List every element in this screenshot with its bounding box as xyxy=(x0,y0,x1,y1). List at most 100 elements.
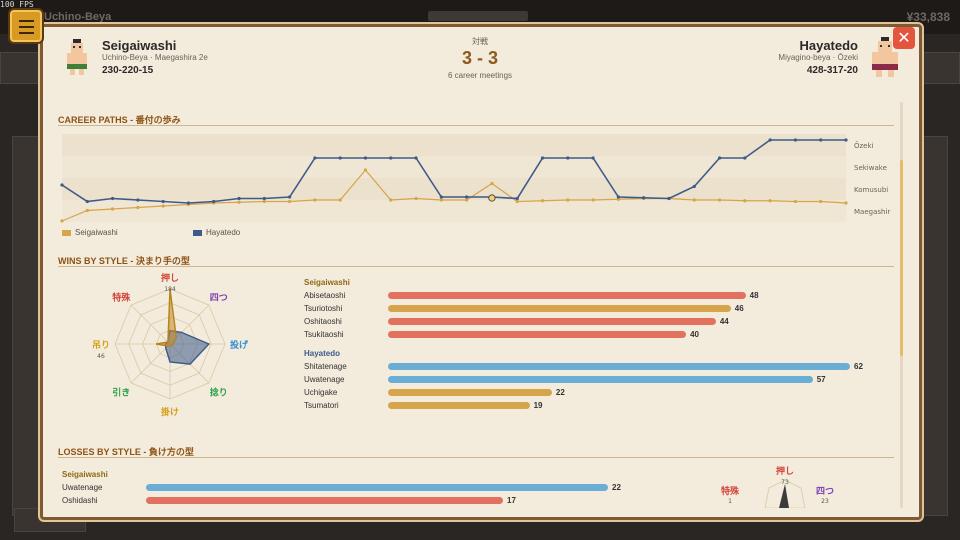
head-to-head: 対戦 3 - 3 6 career meetings xyxy=(430,36,530,80)
legend-west-label: Hayatedo xyxy=(206,228,241,237)
career-point xyxy=(844,138,848,142)
career-point xyxy=(186,201,191,205)
losses-radar-value-push: 73 xyxy=(781,479,789,486)
bar-label: Uwatenage xyxy=(304,375,345,384)
background-title-placeholder xyxy=(428,11,528,21)
career-point xyxy=(566,156,570,160)
bar[interactable] xyxy=(146,484,608,491)
bar-value: 22 xyxy=(555,388,565,397)
bar-label: Abisetaoshi xyxy=(304,291,346,300)
career-point xyxy=(768,138,772,142)
career-point xyxy=(414,196,418,201)
west-wrestler-name[interactable]: Hayatedo xyxy=(799,38,858,53)
career-point xyxy=(85,199,89,204)
radar-value-push: 184 xyxy=(164,286,176,293)
radar-axis-label: 特殊 xyxy=(112,292,131,304)
career-point xyxy=(743,156,747,160)
career-point xyxy=(288,195,292,199)
career-point xyxy=(667,196,671,201)
bar[interactable] xyxy=(388,402,530,409)
bar[interactable] xyxy=(388,363,850,370)
career-point xyxy=(591,156,595,160)
bar-label: Tsuriotoshi xyxy=(304,304,343,313)
rank-axis-label: Ōzeki xyxy=(854,141,874,150)
radar-axis-label: 引き xyxy=(112,386,130,398)
career-meetings: 6 career meetings xyxy=(447,71,513,80)
legend-swatch-east xyxy=(62,229,71,236)
career-point xyxy=(338,156,342,160)
legend-east-label: Seigaiwashi xyxy=(75,228,118,237)
bar-value: 57 xyxy=(816,375,826,384)
west-wrestler-avatar xyxy=(872,37,898,77)
bar-group-label: Seigaiwashi xyxy=(62,470,108,479)
bar[interactable] xyxy=(388,305,731,312)
career-point xyxy=(540,156,545,160)
section-divider xyxy=(58,457,894,458)
east-wrestler-name[interactable]: Seigaiwashi xyxy=(102,38,177,53)
bar-group-label: Seigaiwashi xyxy=(304,278,350,287)
east-wrestler-avatar xyxy=(67,39,87,75)
career-point xyxy=(389,198,393,202)
legend-swatch-west xyxy=(193,229,202,236)
career-point xyxy=(136,198,140,202)
losses-by-style-title: LOSSES BY STYLE - 負け方の型 xyxy=(58,447,194,457)
background-money: ¥33,838 xyxy=(906,10,950,24)
career-point xyxy=(515,199,519,204)
radar-axis-label: 吊り xyxy=(92,340,110,351)
losses-radar-axis-four: 四つ xyxy=(816,486,834,497)
rank-axis-label: Komusubi xyxy=(854,186,888,194)
career-point xyxy=(743,199,747,203)
bar[interactable] xyxy=(388,389,552,396)
bar[interactable] xyxy=(146,497,503,504)
career-line-east xyxy=(61,169,847,222)
bar[interactable] xyxy=(388,376,813,383)
bar-value: 22 xyxy=(612,483,621,492)
career-line-west xyxy=(61,139,846,204)
close-button[interactable]: ✕ xyxy=(893,27,915,49)
radar-value-lift: 46 xyxy=(97,353,105,360)
scrollbar-thumb[interactable] xyxy=(900,160,903,356)
section-divider xyxy=(58,266,894,267)
bar[interactable] xyxy=(388,331,687,338)
radar-axis-label: 四つ xyxy=(210,293,228,304)
career-point xyxy=(161,204,165,208)
career-point xyxy=(768,199,772,203)
career-point xyxy=(212,199,216,204)
career-point xyxy=(110,196,115,201)
rank-axis-label: Sekiwake xyxy=(854,164,887,172)
rivalry-modal xyxy=(40,24,922,520)
rank-band xyxy=(62,178,846,200)
career-point xyxy=(237,200,241,204)
bar-label: Shitatenage xyxy=(304,362,347,371)
head-to-head-score: 3 - 3 xyxy=(461,48,499,68)
career-paths-chart: Ōzeki Sekiwake Komusubi Maegashir xyxy=(60,134,890,223)
career-point xyxy=(237,196,241,201)
bar[interactable] xyxy=(388,318,716,325)
career-point xyxy=(844,201,848,205)
career-point xyxy=(414,156,418,160)
meeting-marker[interactable] xyxy=(488,194,496,202)
losses-radar-shape xyxy=(779,484,789,508)
menu-button[interactable] xyxy=(8,8,44,44)
radar-axis-label: 掛け xyxy=(161,406,179,418)
fps-counter: 100 FPS xyxy=(0,0,34,9)
career-point xyxy=(439,195,443,199)
bar-label: Oshitaoshi xyxy=(304,317,342,326)
west-wrestler-record: 428-317-20 xyxy=(806,65,858,76)
west-wrestler-subtitle: Miyagino-beya · Ōzeki xyxy=(778,53,858,62)
career-point xyxy=(60,219,64,223)
career-point xyxy=(642,196,646,200)
career-point xyxy=(819,138,823,142)
bar-value: 48 xyxy=(749,291,759,300)
bar-label: Tsukitaoshi xyxy=(304,330,344,339)
radar-axis-label: 押し xyxy=(161,272,179,284)
career-point xyxy=(465,195,469,199)
career-point xyxy=(490,181,494,186)
career-point xyxy=(793,138,798,142)
radar-grid xyxy=(764,479,806,508)
losses-radar-value-four: 23 xyxy=(821,498,829,505)
losses-radar-axis-special: 特殊 xyxy=(721,485,740,497)
bar-value: 44 xyxy=(719,317,729,326)
bar[interactable] xyxy=(388,292,746,299)
bar-label: Uwatenage xyxy=(62,483,103,492)
